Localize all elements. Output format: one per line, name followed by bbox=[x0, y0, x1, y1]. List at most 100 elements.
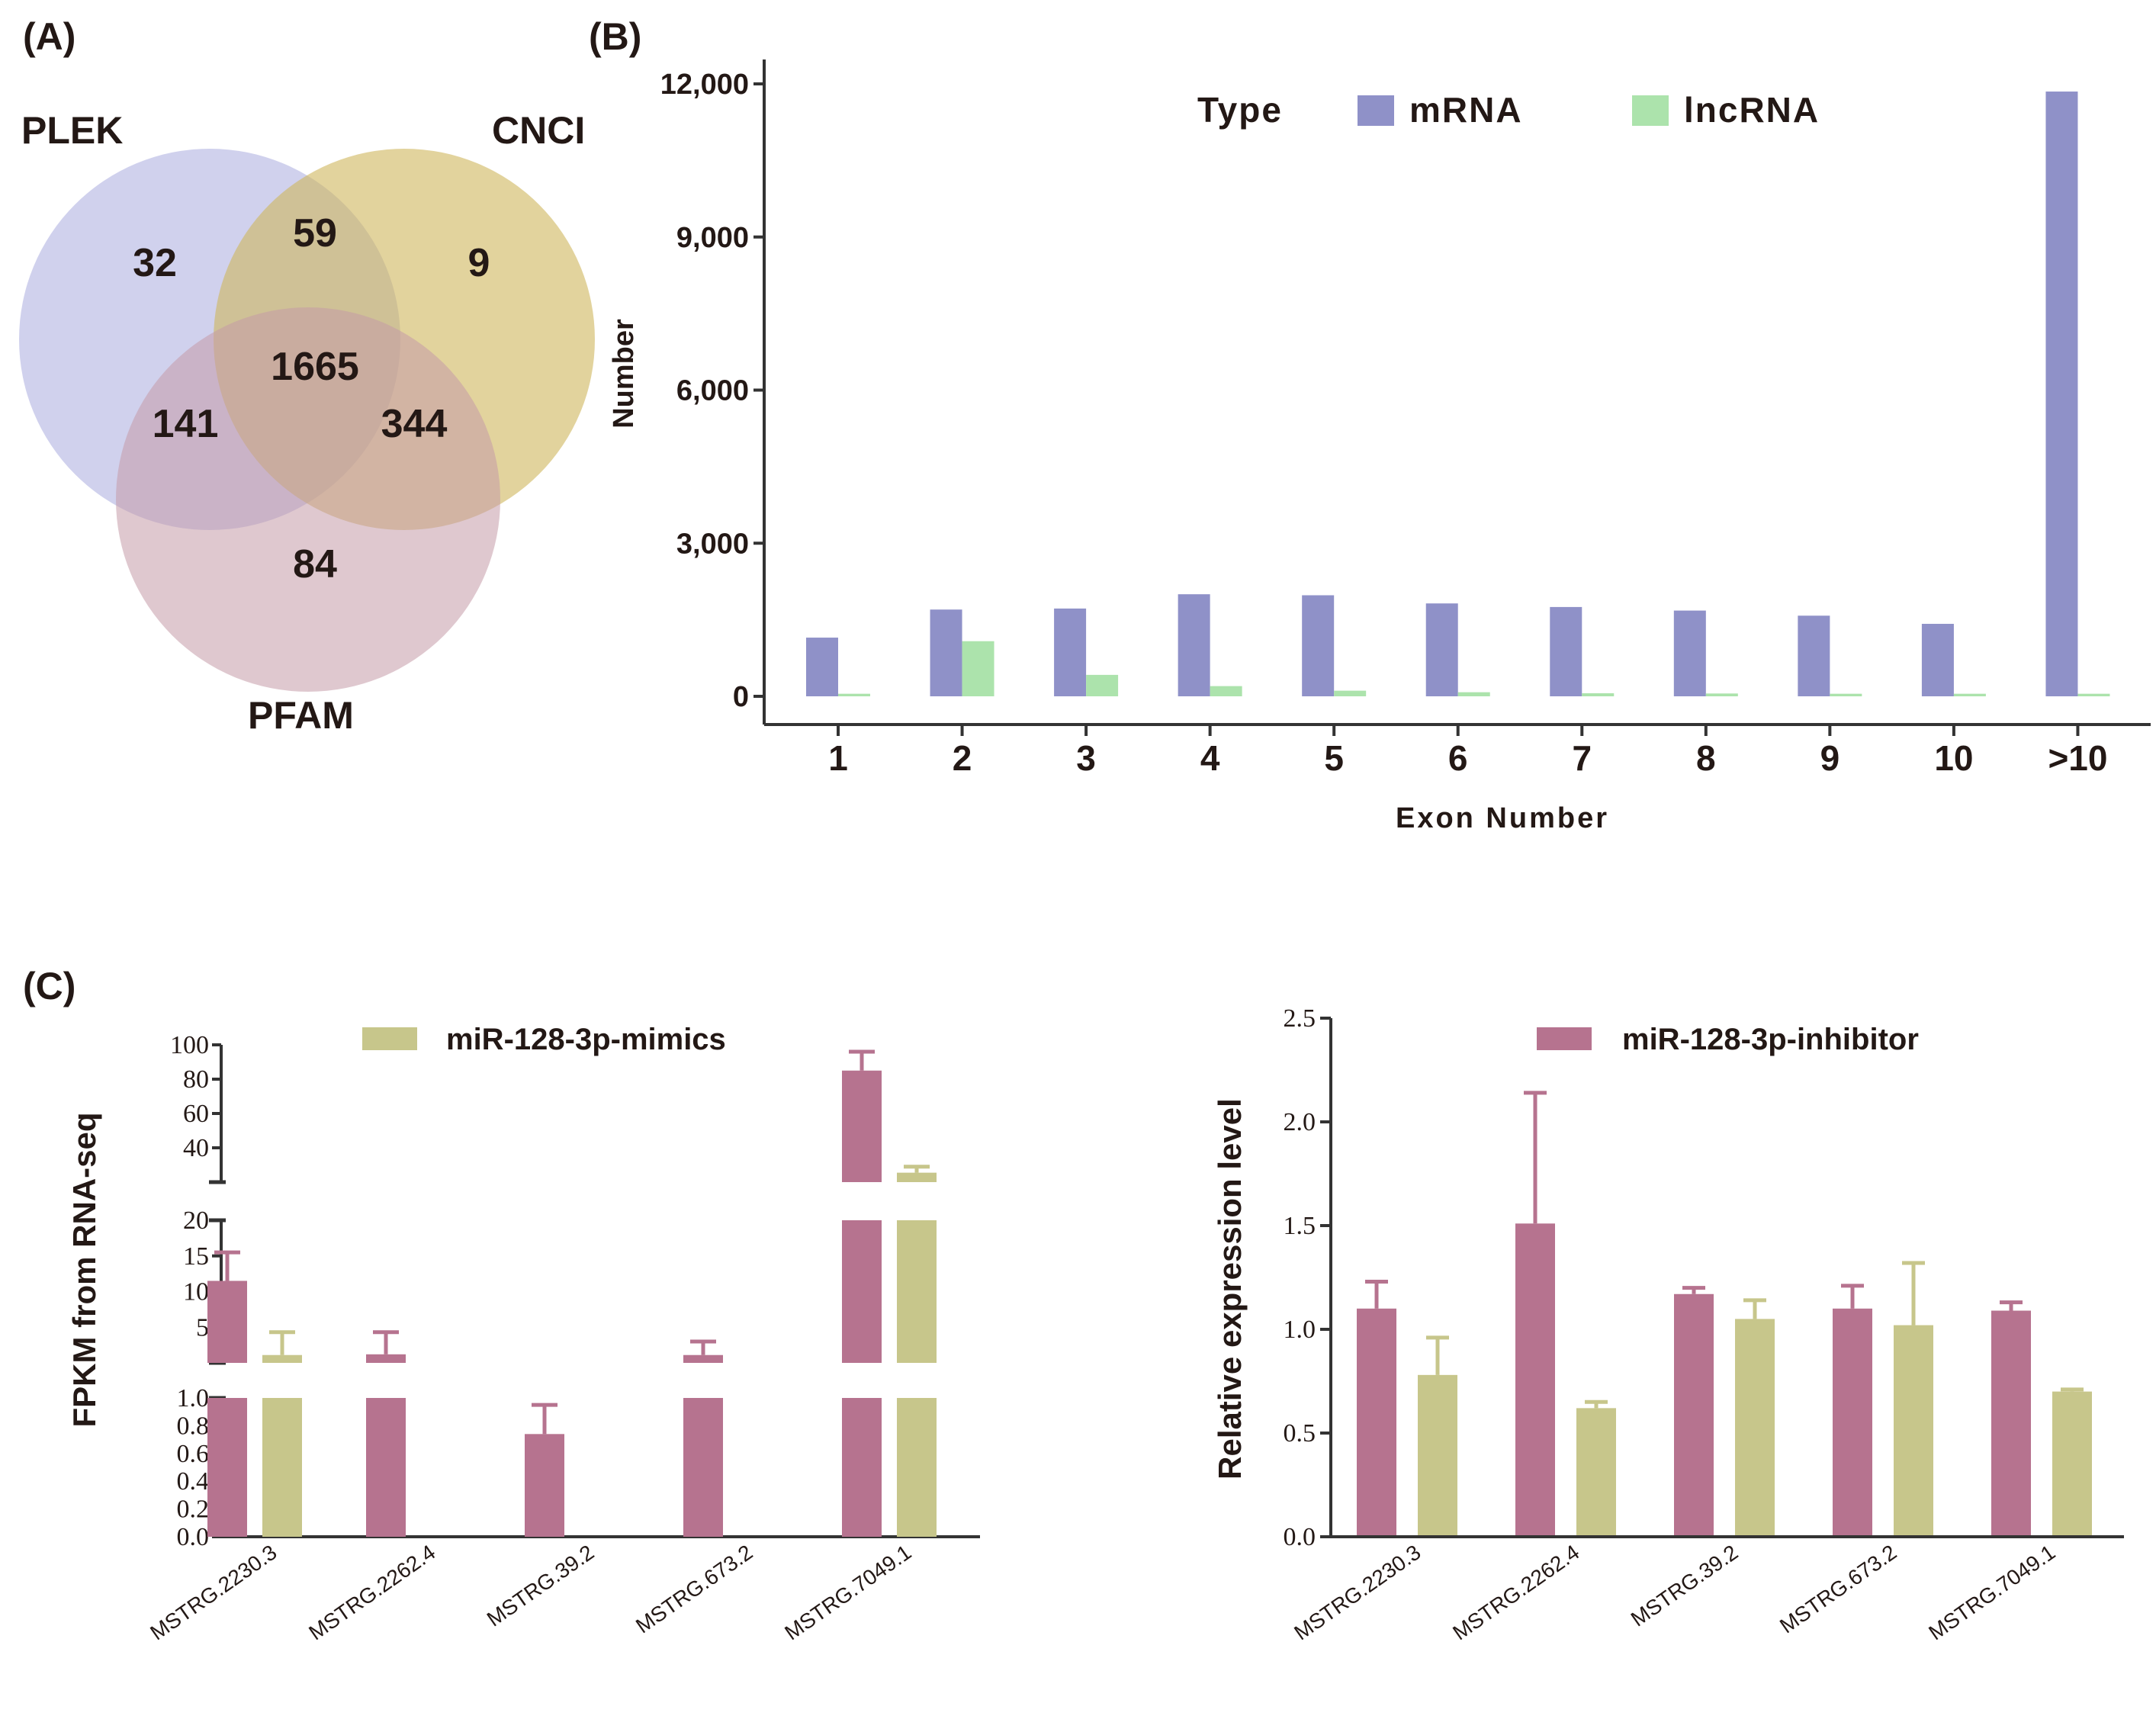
relative-bar-mimics-mstrg-39-2 bbox=[1735, 1319, 1775, 1537]
fpkm-y-tick-label: 80 bbox=[183, 1065, 209, 1094]
exon-chart-x-tick-label: 6 bbox=[1448, 738, 1468, 778]
x-category-label: MSTRG.2230.3 bbox=[1290, 1541, 1425, 1645]
bar-mrna-exon-4 bbox=[1178, 594, 1210, 696]
relative-y-tick-label: 0.0 bbox=[1284, 1523, 1316, 1551]
exon-chart-x-tick-label: 10 bbox=[1934, 738, 1973, 778]
exon-chart-x-tick-label: 3 bbox=[1076, 738, 1096, 778]
relative-chart-y-label: Relative expression level bbox=[1212, 1098, 1248, 1480]
legend-swatch-lncrna bbox=[1632, 95, 1669, 126]
exon-chart-x-tick-label: 8 bbox=[1696, 738, 1716, 778]
bar-lncrna-exon-10 bbox=[2077, 693, 2110, 696]
relative-y-tick-label: 0.5 bbox=[1284, 1419, 1316, 1448]
exon-chart-x-label: Exon Number bbox=[1396, 802, 1609, 834]
exon-chart-x-tick-label: 4 bbox=[1200, 738, 1220, 778]
venn-set-label-pfam: PFAM bbox=[248, 694, 354, 737]
legend-label-inhibitor: miR-128-3p-inhibitor bbox=[1622, 1023, 1919, 1056]
exon-chart-y-tick-label: 9,000 bbox=[676, 222, 749, 254]
fpkm-bar-inhibitor-mstrg-7049-1-top bbox=[842, 1070, 882, 1182]
legend-label-mrna: mRNA bbox=[1409, 90, 1523, 130]
fpkm-chart-legend: miR-128-3p-mimics bbox=[362, 1023, 726, 1056]
fpkm-bar-inhibitor-mstrg-673-2-mid bbox=[683, 1354, 723, 1363]
legend-swatch-inhibitor bbox=[1537, 1027, 1592, 1050]
relative-bar-inhibitor-mstrg-2230-3 bbox=[1357, 1308, 1396, 1537]
fpkm-bar-inhibitor-mstrg-7049-1 bbox=[842, 1398, 882, 1537]
fpkm-bar-mimics-mstrg-2230-3 bbox=[262, 1398, 302, 1537]
venn-set-label-plek: PLEK bbox=[21, 109, 123, 152]
venn-count-cnci-only: 9 bbox=[468, 241, 490, 285]
fpkm-bar-mimics-mstrg-7049-1-top bbox=[897, 1172, 937, 1182]
fpkm-y-tick-label: 0.6 bbox=[177, 1440, 210, 1468]
exon-chart-x-tick-label: 5 bbox=[1324, 738, 1344, 778]
relative-chart-legend: miR-128-3p-inhibitor bbox=[1537, 1023, 1919, 1056]
bar-mrna-exon-3 bbox=[1054, 608, 1087, 696]
relative-y-tick-label: 1.0 bbox=[1284, 1316, 1316, 1344]
bar-lncrna-exon-8 bbox=[1705, 693, 1738, 696]
exon-chart-x-tick-label: 1 bbox=[828, 738, 848, 778]
exon-chart-x-tick-label: 7 bbox=[1572, 738, 1592, 778]
panel-label-b: (B) bbox=[589, 15, 641, 58]
fpkm-bar-mimics-mstrg-7049-1 bbox=[897, 1398, 937, 1537]
bar-mrna-exon-5 bbox=[1302, 595, 1335, 696]
fpkm-y-tick-label: 0.2 bbox=[177, 1496, 210, 1524]
x-category-label: MSTRG.39.2 bbox=[1627, 1541, 1743, 1631]
fpkm-bar-inhibitor-mstrg-673-2 bbox=[683, 1398, 723, 1537]
fpkm-y-tick-label: 15 bbox=[183, 1242, 209, 1271]
fpkm-y-tick-label: 5 bbox=[196, 1313, 209, 1342]
x-category-label: MSTRG.673.2 bbox=[631, 1541, 757, 1638]
exon-chart-x-tick-label: >10 bbox=[2048, 738, 2107, 778]
relative-bar-inhibitor-mstrg-673-2 bbox=[1833, 1308, 1872, 1537]
legend-swatch-mimics bbox=[362, 1027, 417, 1050]
venn-set-label-cnci: CNCI bbox=[492, 109, 585, 152]
legend-swatch-mrna bbox=[1358, 95, 1394, 126]
exon-chart-legend: Type mRNA lncRNA bbox=[1197, 90, 1820, 130]
bar-lncrna-exon-3 bbox=[1086, 674, 1119, 696]
fpkm-y-tick-label: 20 bbox=[183, 1207, 209, 1235]
bar-lncrna-exon-2 bbox=[962, 641, 994, 696]
relative-bar-mimics-mstrg-2262-4 bbox=[1576, 1408, 1616, 1537]
venn-count-pfam-only: 84 bbox=[293, 542, 337, 586]
relative-y-tick-label: 2.0 bbox=[1284, 1108, 1316, 1136]
panel-label-a: (A) bbox=[23, 15, 76, 58]
legend-title-type: Type bbox=[1197, 90, 1283, 130]
exon-chart-y-label: Number bbox=[608, 319, 640, 429]
legend-label-lncrna: lncRNA bbox=[1684, 90, 1820, 130]
exon-chart-x-tick-label: 9 bbox=[1820, 738, 1840, 778]
fpkm-chart-panel: (C) 0.00.20.40.60.81.0 5 10 15 20 40 60 80 100 MS… bbox=[23, 965, 980, 1644]
x-category-label: MSTRG.2262.4 bbox=[1448, 1541, 1583, 1645]
relative-bar-mimics-mstrg-2230-3 bbox=[1418, 1374, 1457, 1537]
x-category-label: MSTRG.7049.1 bbox=[780, 1541, 915, 1645]
fpkm-bar-inhibitor-mstrg-2230-3-mid bbox=[207, 1281, 247, 1363]
bar-mrna-exon-10 bbox=[2045, 92, 2078, 697]
x-category-label: MSTRG.39.2 bbox=[483, 1541, 599, 1631]
exon-chart-y-tick-label: 3,000 bbox=[676, 528, 749, 560]
fpkm-y-tick-label: 0.8 bbox=[177, 1412, 210, 1440]
fpkm-bar-inhibitor-mstrg-2230-3 bbox=[207, 1398, 247, 1537]
fpkm-bar-mimics-mstrg-7049-1-mid bbox=[897, 1220, 937, 1363]
relative-bar-inhibitor-mstrg-7049-1 bbox=[1991, 1310, 2031, 1537]
bar-lncrna-exon-7 bbox=[1582, 692, 1615, 696]
bar-mrna-exon-1 bbox=[806, 638, 838, 696]
bar-lncrna-exon-4 bbox=[1210, 686, 1242, 696]
relative-bar-mimics-mstrg-7049-1 bbox=[2052, 1391, 2092, 1537]
bar-mrna-exon-2 bbox=[930, 609, 962, 696]
bar-mrna-exon-7 bbox=[1550, 606, 1582, 696]
fpkm-chart-plot: 0.00.20.40.60.81.0 5 10 15 20 40 60 80 100 MSTRG.… bbox=[146, 1031, 980, 1644]
relative-y-tick-label: 2.5 bbox=[1284, 1004, 1316, 1033]
x-category-label: MSTRG.2262.4 bbox=[304, 1541, 439, 1645]
legend-label-mimics: miR-128-3p-mimics bbox=[446, 1023, 726, 1056]
fpkm-y-tick-label: 0.0 bbox=[177, 1523, 210, 1551]
fpkm-y-tick-label: 0.4 bbox=[177, 1467, 210, 1496]
relative-y-tick-label: 1.5 bbox=[1284, 1212, 1316, 1240]
fpkm-y-tick-label: 40 bbox=[183, 1134, 209, 1162]
x-category-label: MSTRG.2230.3 bbox=[146, 1541, 281, 1645]
exon-chart-panel: (B) 0 3,000 6,000 9,000 12,000 1 2 3 4 5 6 7 8 9 10 >10… bbox=[589, 15, 2151, 834]
bar-mrna-exon-8 bbox=[1673, 610, 1706, 696]
fpkm-y-tick-label: 60 bbox=[183, 1100, 209, 1128]
exon-chart-y-tick-label: 12,000 bbox=[660, 69, 749, 101]
bar-lncrna-exon-10 bbox=[1953, 693, 1986, 696]
relative-expression-chart-panel: 0.0 0.5 1.0 1.5 2.0 2.5 MSTRG.2230.3 MSTRG.2262… bbox=[1212, 1004, 2124, 1644]
fpkm-bar-inhibitor-mstrg-39-2 bbox=[525, 1434, 564, 1537]
fpkm-chart-y-label: FPKM from RNA-seq bbox=[66, 1112, 102, 1427]
exon-chart-plot: 0 3,000 6,000 9,000 12,000 1 2 3 4 5 6 7 8 9 10 >10 bbox=[660, 69, 2110, 778]
